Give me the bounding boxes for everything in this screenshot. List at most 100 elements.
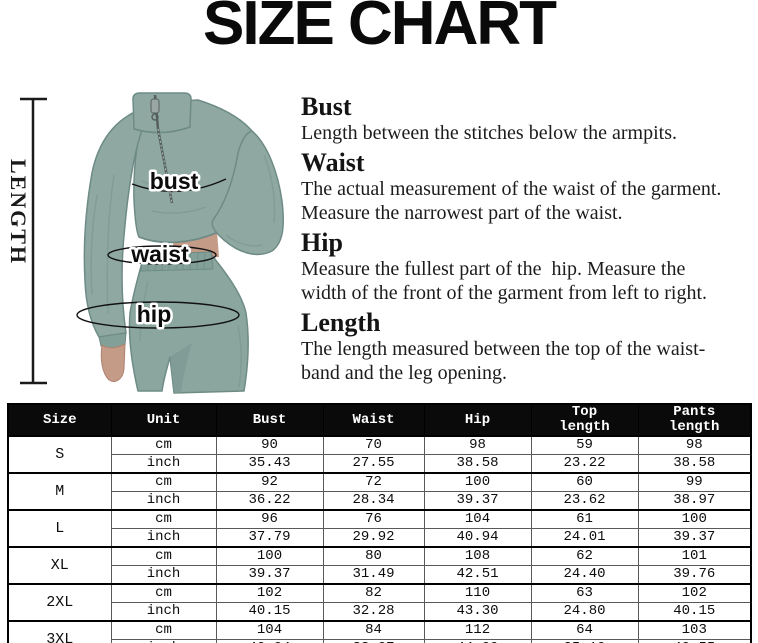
unit-cell-inch: inch xyxy=(110,639,217,643)
table-row: inch 40.94 33.07 44.09 25.19 40.55 xyxy=(8,639,752,643)
value-cell: 92 xyxy=(215,472,324,492)
value-cell: 38.97 xyxy=(637,491,752,511)
table-row: S cm 90 70 98 59 98 xyxy=(7,435,752,474)
value-cell: 82 xyxy=(322,583,425,603)
length-measure-line xyxy=(20,97,47,385)
unit-cell-cm: cm xyxy=(110,583,217,603)
model-illustration: LENGTH xyxy=(2,85,302,400)
value-cell: 23.62 xyxy=(530,491,639,511)
value-cell: 40.15 xyxy=(637,602,752,622)
table-row: 2XL cm 102 82 110 63 102 xyxy=(7,583,752,622)
unit-cell-cm: cm xyxy=(110,472,217,492)
value-cell: 27.55 xyxy=(322,454,425,474)
value-cell: 62 xyxy=(530,546,639,566)
page-title: SIZE CHART xyxy=(203,0,557,58)
description-length: Length The length measured between the t… xyxy=(301,308,755,385)
value-cell: 36.22 xyxy=(215,491,324,511)
table-row: inch 35.43 27.55 38.58 23.22 38.58 xyxy=(8,454,752,474)
value-cell: 104 xyxy=(215,620,324,640)
value-cell: 60 xyxy=(530,472,639,492)
value-cell: 38.58 xyxy=(637,454,752,474)
value-cell: 39.37 xyxy=(423,491,532,511)
length-label: LENGTH xyxy=(6,159,31,265)
value-cell: 38.58 xyxy=(423,454,532,474)
size-cell: 2XL xyxy=(7,583,112,622)
header-pants-length: Pants length xyxy=(637,403,752,437)
description-line: Measure the fullest part of the hip. Mea… xyxy=(301,258,686,280)
value-cell: 37.79 xyxy=(215,528,324,548)
value-cell: 110 xyxy=(423,583,532,603)
value-cell: 112 xyxy=(423,620,532,640)
value-cell: 104 xyxy=(423,509,532,529)
table-row: L cm 96 76 104 61 100 xyxy=(7,509,752,548)
value-cell: 33.07 xyxy=(322,639,425,643)
collar xyxy=(132,92,192,134)
value-cell: 98 xyxy=(423,435,532,455)
waist-label: waist xyxy=(130,241,189,267)
value-cell: 43.30 xyxy=(423,602,532,622)
description-waist: Waist The actual measurement of the wais… xyxy=(301,148,755,225)
value-cell: 64 xyxy=(530,620,639,640)
value-cell: 61 xyxy=(530,509,639,529)
description-line: The actual measurement of the waist of t… xyxy=(301,178,722,200)
unit-cell-cm: cm xyxy=(110,509,217,529)
value-cell: 98 xyxy=(637,435,752,455)
description-heading: Hip xyxy=(301,228,343,257)
value-cell: 42.51 xyxy=(423,565,532,585)
value-cell: 80 xyxy=(322,546,425,566)
value-cell: 24.80 xyxy=(530,602,639,622)
bust-measure-line xyxy=(131,178,227,193)
value-cell: 59 xyxy=(530,435,639,455)
description-line: The length measured between the top of t… xyxy=(301,338,706,360)
hip-measure-line xyxy=(76,301,240,329)
description-hip: Hip Measure the fullest part of the hip.… xyxy=(301,228,755,305)
header-top-length: Top length xyxy=(530,403,639,437)
header-waist: Waist xyxy=(322,403,425,437)
value-cell: 72 xyxy=(322,472,425,492)
value-cell: 39.76 xyxy=(637,565,752,585)
value-cell: 40.94 xyxy=(423,528,532,548)
value-cell: 96 xyxy=(215,509,324,529)
value-cell: 90 xyxy=(215,435,324,455)
description-line: Length between the stitches below the ar… xyxy=(301,122,678,144)
table-row: inch 39.37 31.49 42.51 24.40 39.76 xyxy=(8,565,752,585)
description-line: band and the leg opening. xyxy=(301,362,508,384)
value-cell: 39.37 xyxy=(215,565,324,585)
waist-measure-line xyxy=(107,245,217,265)
value-cell: 100 xyxy=(637,509,752,529)
table-row: M cm 92 72 100 60 99 xyxy=(7,472,752,511)
value-cell: 101 xyxy=(637,546,752,566)
table-row: XL cm 100 80 108 62 101 xyxy=(7,546,752,585)
value-cell: 32.28 xyxy=(322,602,425,622)
value-cell: 102 xyxy=(637,583,752,603)
value-cell: 40.15 xyxy=(215,602,324,622)
value-cell: 35.43 xyxy=(215,454,324,474)
description-bust: Bust Length between the stitches below t… xyxy=(301,92,755,145)
header-unit: Unit xyxy=(110,403,217,437)
table-row: inch 40.15 32.28 43.30 24.80 40.15 xyxy=(8,602,752,622)
unit-cell-cm: cm xyxy=(110,620,217,640)
value-cell: 31.49 xyxy=(322,565,425,585)
value-cell: 29.92 xyxy=(322,528,425,548)
value-cell: 28.34 xyxy=(322,491,425,511)
hip-label: hip xyxy=(137,301,172,327)
unit-cell-cm: cm xyxy=(110,546,217,566)
unit-cell-inch: inch xyxy=(110,491,217,511)
value-cell: 102 xyxy=(215,583,324,603)
value-cell: 103 xyxy=(637,620,752,640)
tracksuit-pants xyxy=(128,251,249,394)
value-cell: 44.09 xyxy=(423,639,532,643)
header-size: Size xyxy=(7,403,112,437)
description-line: Measure the narrowest part of the waist. xyxy=(301,202,623,224)
value-cell: 108 xyxy=(423,546,532,566)
zipper-pull-icon xyxy=(150,98,160,114)
value-cell: 40.94 xyxy=(215,639,324,643)
size-table: Size Unit Bust Waist Hip Top length Pant… xyxy=(7,403,752,643)
value-cell: 24.01 xyxy=(530,528,639,548)
size-cell: S xyxy=(7,435,112,474)
description-heading: Length xyxy=(301,308,381,337)
size-cell: L xyxy=(7,509,112,548)
table-row: 3XL cm 104 84 112 64 103 xyxy=(7,620,752,643)
unit-cell-inch: inch xyxy=(110,528,217,548)
